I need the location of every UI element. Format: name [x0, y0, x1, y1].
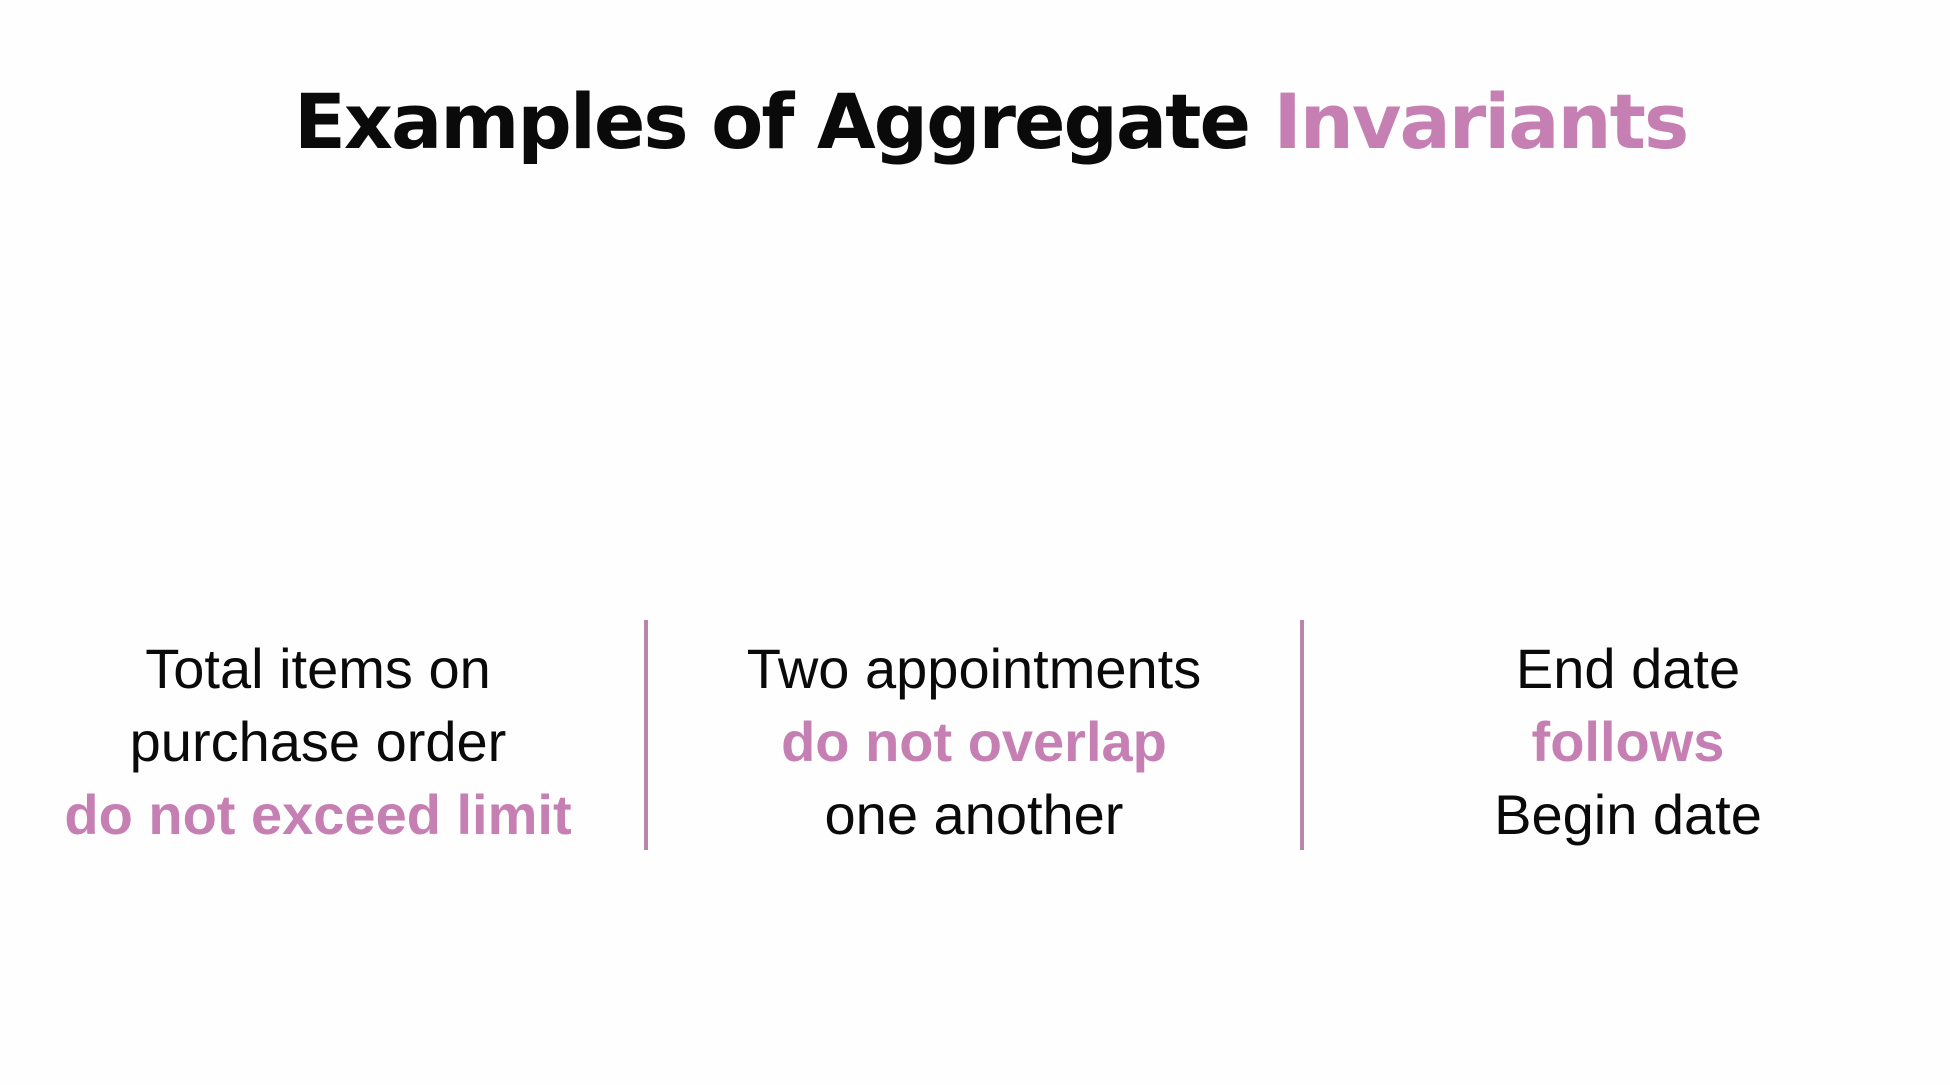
example-3-line-3: Begin date [1494, 783, 1762, 846]
slide-title: Examples of Aggregate Invariants [294, 72, 1690, 172]
column-divider-2 [1300, 620, 1304, 850]
example-2-line-1: Two appointments [746, 637, 1202, 700]
example-2-highlight: do not overlap [781, 710, 1167, 773]
example-appointments-overlap: Two appointments do not overlap one anot… [674, 632, 1274, 851]
example-3-line-1: End date [1515, 637, 1741, 700]
slide-title-prefix: Examples of Aggregate [294, 77, 1251, 166]
example-1-line-1: Total items on [145, 637, 491, 700]
example-1-highlight: do not exceed limit [64, 783, 572, 846]
column-divider-1 [644, 620, 648, 850]
example-1-line-2: purchase order [129, 710, 507, 773]
example-purchase-order-limit: Total items on purchase order do not exc… [18, 632, 618, 851]
slide-title-accent: Invariants [1273, 77, 1690, 166]
example-3-highlight: follows [1531, 710, 1725, 773]
example-date-order: End date follows Begin date [1328, 632, 1928, 851]
example-2-line-3: one another [824, 783, 1124, 846]
